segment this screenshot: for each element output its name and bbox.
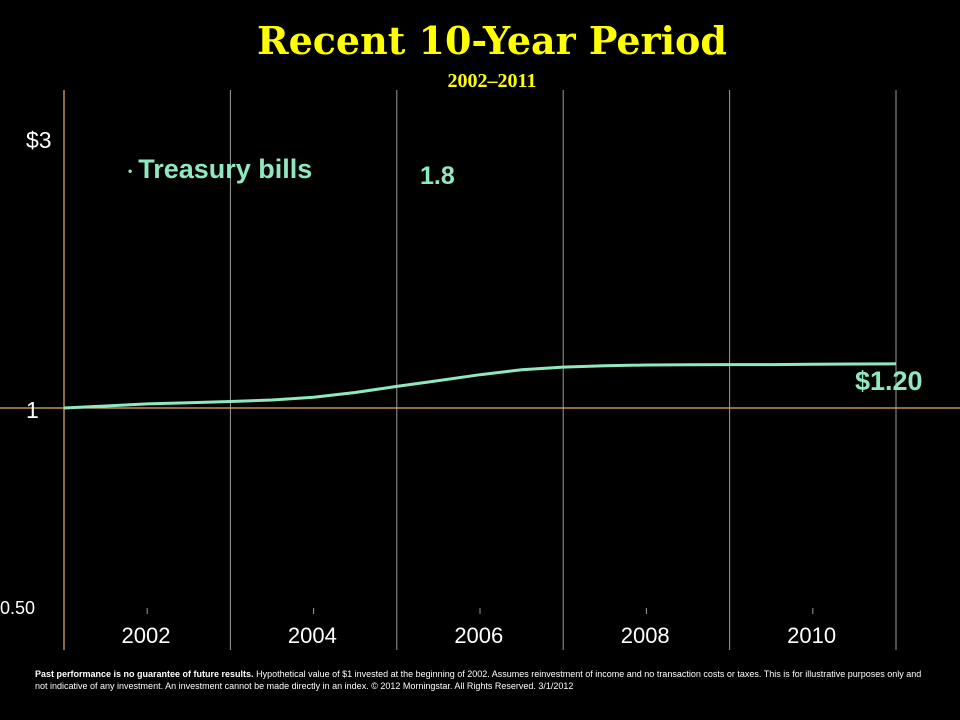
chart-subtitle: 2002–2011: [447, 70, 537, 92]
bullet-icon: •: [128, 163, 133, 178]
peak-value-label: 1.8: [420, 162, 455, 190]
x-tick-label: 2008: [621, 623, 670, 648]
footnote: Past performance is no guarantee of futu…: [35, 668, 935, 692]
footnote-disclaimer: Past performance is no guarantee of futu…: [35, 669, 254, 679]
legend-entry-treasury-bills: • Treasury bills: [128, 154, 312, 185]
end-value-label: $1.20: [855, 366, 923, 396]
footnote-text: Hypothetical value of $1 invested at the…: [35, 669, 922, 691]
series-line-treasury-bills: [63, 362, 897, 410]
x-tick-label: 2006: [454, 623, 503, 648]
legend-label: Treasury bills: [138, 154, 313, 184]
y-tick-label: $3: [26, 127, 52, 153]
chart-title: Recent 10-Year Period: [257, 18, 727, 63]
x-tick-label: 2010: [787, 623, 836, 648]
y-tick-label: 1: [26, 397, 39, 423]
x-tick-label: 2002: [122, 623, 171, 648]
y-tick-label: 0.50: [0, 598, 35, 618]
x-tick-label: 2004: [288, 623, 337, 648]
